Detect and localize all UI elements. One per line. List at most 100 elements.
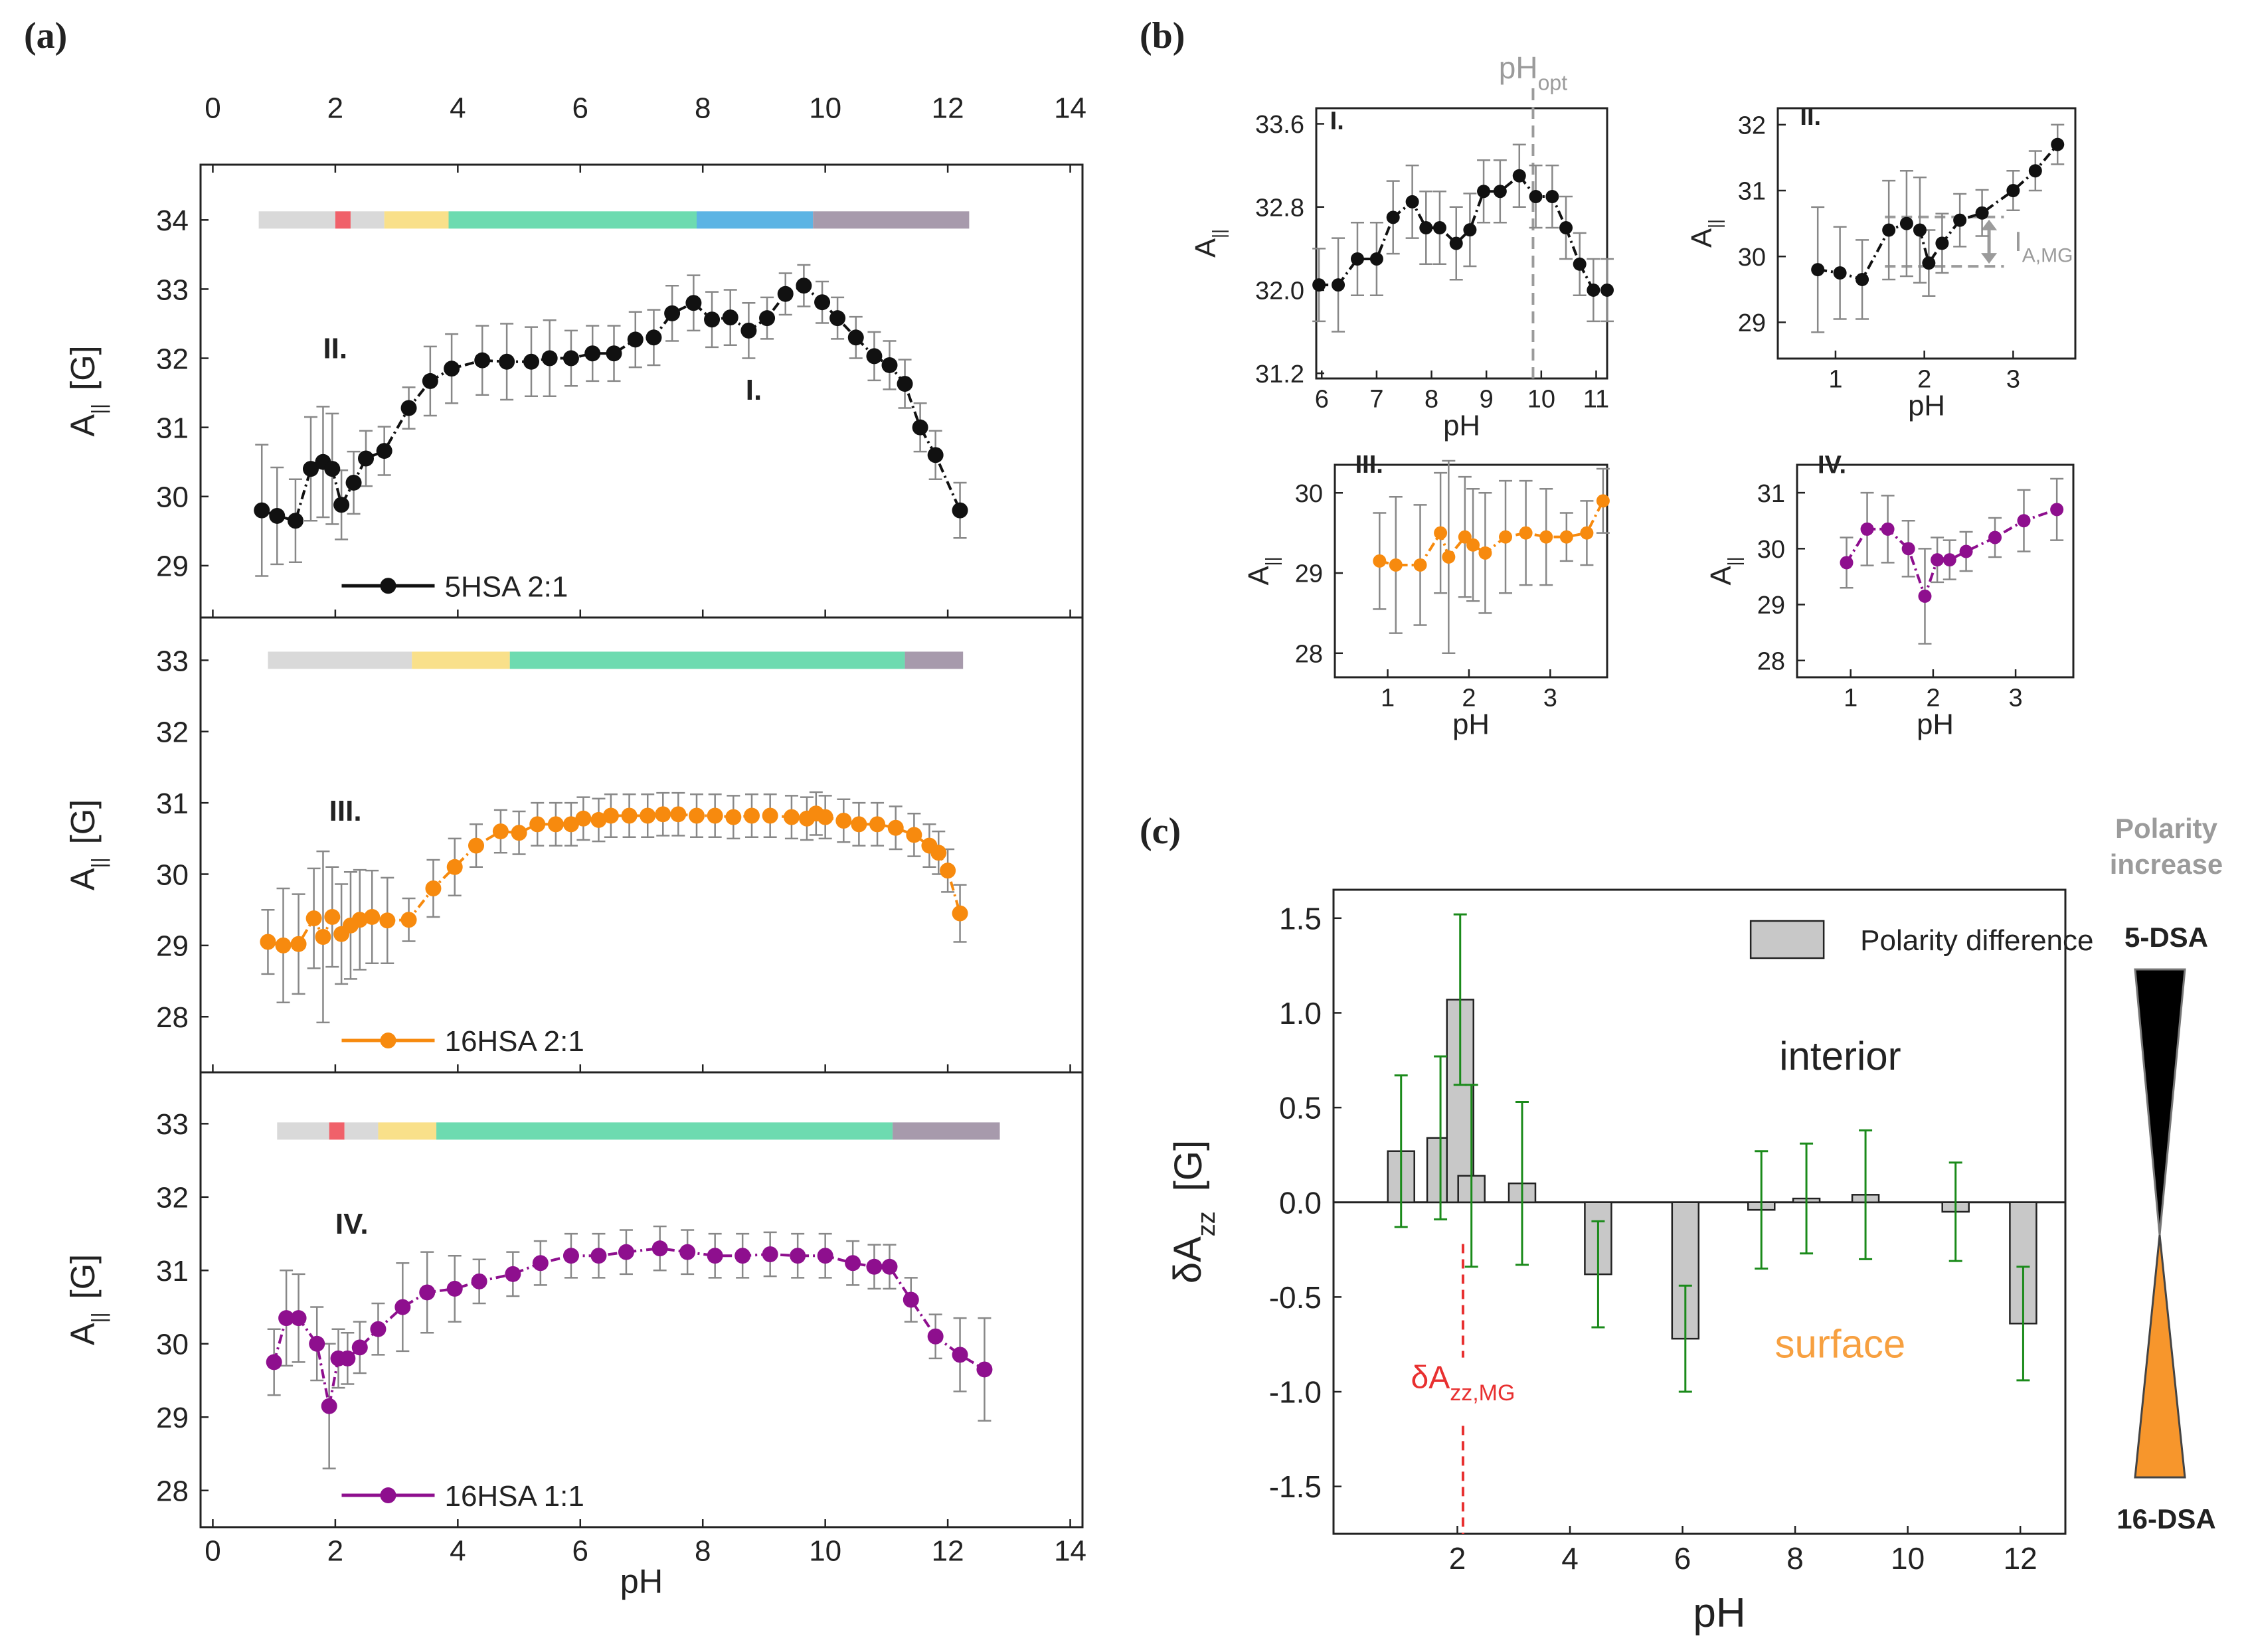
- y-tick-label: 31.2: [1255, 361, 1304, 388]
- data-point: [1988, 531, 2002, 544]
- data-point: [474, 352, 491, 369]
- data-point: [744, 807, 760, 824]
- region-annotation: IV.: [1818, 452, 1846, 479]
- data-point: [1959, 544, 1973, 558]
- regime-segment: [905, 651, 964, 669]
- y-tick-label: -0.5: [1269, 1280, 1322, 1315]
- data-point: [2028, 164, 2042, 178]
- y-tick-label: 28: [1757, 647, 1785, 675]
- data-point: [2017, 514, 2031, 528]
- x-tick-label: 8: [695, 1535, 711, 1568]
- panel-label-a: (a): [24, 15, 67, 56]
- y-tick-label: 33: [156, 1108, 189, 1141]
- plot-frame: [1796, 463, 2075, 679]
- mg-line-label: δAzz,MG: [1411, 1360, 1515, 1406]
- data-point: [646, 329, 662, 346]
- data-point: [1573, 257, 1587, 271]
- mg-gap-label: IA,MG: [2014, 226, 2073, 267]
- data-point: [1463, 223, 1477, 237]
- region-annotation: II.: [323, 333, 347, 365]
- data-point: [952, 1347, 968, 1363]
- data-point: [590, 811, 607, 828]
- y-axis-main: A: [64, 1323, 102, 1345]
- x-top-tick-label: 0: [205, 92, 220, 125]
- regime-segment: [329, 1122, 345, 1140]
- data-point: [1953, 213, 1967, 227]
- data-point: [2006, 184, 2020, 198]
- y-axis-unit: [G]: [64, 1254, 102, 1299]
- interior-label: interior: [1779, 1034, 1901, 1078]
- region-annotation: III.: [329, 795, 362, 827]
- data-point: [845, 1255, 861, 1272]
- plot-frame: [199, 163, 1084, 619]
- data-point: [817, 1248, 833, 1264]
- y-tick-label: 30: [156, 481, 189, 514]
- y-tick-label: 29: [1295, 560, 1323, 588]
- data-point: [394, 1299, 411, 1315]
- ph-opt-sub: opt: [1538, 71, 1568, 95]
- data-point: [835, 812, 852, 829]
- data-point: [1856, 272, 1869, 286]
- y-axis-label: A|| [G]: [64, 799, 110, 890]
- region-annotation: IV.: [335, 1208, 369, 1240]
- legend-label: Polarity difference: [1860, 924, 2093, 957]
- regime-segment: [350, 211, 385, 229]
- plot-frame: [1332, 888, 2067, 1535]
- regime-segment: [277, 1122, 329, 1140]
- polarity-difference-bar-chart: 2 4 6 8 10 12-1.5-1.0-0.50.00.51.01.5δAzz,MGP…: [1166, 888, 2094, 1636]
- regime-segment: [258, 211, 335, 229]
- regime-segment: [509, 651, 905, 669]
- y-tick-label: 1.5: [1279, 901, 1322, 936]
- y-tick-label: 28: [156, 1001, 189, 1034]
- data-point: [930, 845, 947, 861]
- data-point: [339, 1350, 356, 1366]
- x-tick-label: 12: [2004, 1541, 2037, 1576]
- data-point: [305, 910, 322, 927]
- data-point: [1419, 221, 1433, 235]
- data-point: [2051, 137, 2065, 151]
- data-point: [278, 1310, 295, 1327]
- ph-opt-label: pHopt: [1499, 50, 1567, 95]
- data-point: [851, 816, 867, 833]
- data-point: [1559, 221, 1573, 235]
- data-point: [303, 461, 319, 477]
- legend-label: 5HSA 2:1: [444, 570, 568, 603]
- x-axis-label: pH: [620, 1562, 663, 1600]
- data-point: [511, 825, 527, 841]
- data-point: [887, 819, 904, 836]
- x-tick-label: 3: [2006, 366, 2020, 394]
- data-point: [689, 807, 705, 824]
- x-tick-label: 4: [450, 1535, 466, 1568]
- data-point: [1519, 526, 1533, 540]
- data-point: [532, 1255, 549, 1272]
- x-tick-label: 2: [1917, 366, 1931, 394]
- data-point: [1882, 223, 1896, 237]
- data-point: [422, 372, 438, 389]
- y-axis-label: δAzz [G]: [1166, 1140, 1221, 1283]
- y-tick-label: 30: [156, 859, 189, 891]
- x-tick-label: 3: [2009, 685, 2023, 712]
- regime-segment: [436, 1122, 893, 1140]
- data-point: [627, 331, 644, 348]
- regime-segment: [344, 1122, 379, 1140]
- data-point: [290, 1310, 307, 1327]
- y-axis-sub: zz: [1193, 1211, 1221, 1236]
- data-point: [618, 1244, 634, 1260]
- data-point: [1493, 185, 1507, 199]
- data-point: [590, 1248, 607, 1264]
- data-point: [940, 863, 956, 879]
- data-point: [446, 859, 463, 875]
- x-axis-label: pH: [1452, 708, 1490, 741]
- data-point: [419, 1284, 436, 1301]
- data-point: [492, 823, 509, 840]
- data-point: [1901, 542, 1915, 556]
- data-point: [952, 905, 968, 922]
- data-point: [1881, 522, 1895, 536]
- legend-marker: [380, 1487, 396, 1504]
- data-point: [529, 816, 546, 833]
- y-tick-label: 33: [156, 645, 189, 677]
- data-point: [1369, 252, 1383, 266]
- data-point: [2050, 503, 2064, 517]
- data-point: [1922, 256, 1936, 270]
